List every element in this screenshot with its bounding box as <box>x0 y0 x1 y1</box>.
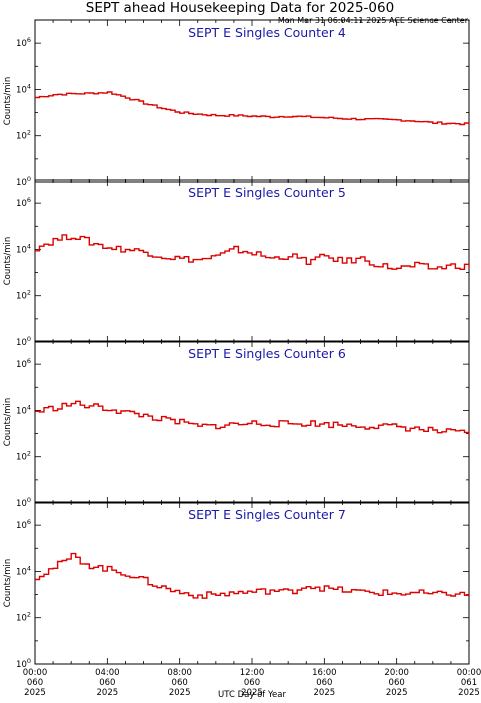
data-series-line <box>35 91 470 126</box>
data-series-line <box>35 400 470 435</box>
y-tick-label: 102 <box>16 450 31 463</box>
x-tick-doy: 061 <box>461 678 477 688</box>
x-tick-time: 12:00 <box>240 668 265 678</box>
panel-4: 100 102 104 106 Counts/min SEPT E Singles Cou… <box>3 501 470 670</box>
x-tick-year: 2025 <box>458 688 480 698</box>
y-tick-label: 106 <box>16 357 31 370</box>
panel-title: SEPT E Singles Counter 7 <box>188 507 346 522</box>
x-tick-time: 04:00 <box>95 668 120 678</box>
x-tick-year: 2025 <box>97 688 119 698</box>
x-tick-time: 08:00 <box>167 668 192 678</box>
y-tick-label: 106 <box>16 518 31 531</box>
y-tick-label: 106 <box>16 36 31 49</box>
figure-title: SEPT ahead Housekeeping Data for 2025-06… <box>86 0 394 16</box>
x-tick-time: 00:00 <box>23 668 48 678</box>
x-tick-doy: 060 <box>244 678 260 688</box>
panel-title: SEPT E Singles Counter 4 <box>188 25 346 40</box>
x-tick-year: 2025 <box>169 688 191 698</box>
data-series-line <box>35 234 470 270</box>
y-tick-label: 102 <box>16 611 31 624</box>
y-axis-label: Counts/min <box>3 77 13 126</box>
y-axis-label: Counts/min <box>3 398 13 447</box>
y-axis-label: Counts/min <box>3 559 13 608</box>
x-axis-label: UTC Day of Year <box>218 690 286 700</box>
y-tick-label: 104 <box>16 403 31 416</box>
panel-title: SEPT E Singles Counter 6 <box>188 346 346 361</box>
panels: 100 102 104 106 Counts/min SEPT E Singles Cou… <box>3 19 481 698</box>
y-tick-label: 102 <box>16 289 31 302</box>
y-tick-label: 100 <box>16 496 31 509</box>
x-tick-doy: 060 <box>389 678 405 688</box>
x-tick-year: 2025 <box>386 688 408 698</box>
x-tick-doy: 060 <box>27 678 43 688</box>
plot-frame <box>34 501 470 665</box>
x-tick-doy: 060 <box>99 678 115 688</box>
y-axis-label: Counts/min <box>3 237 13 286</box>
x-tick-doy: 060 <box>316 678 332 688</box>
plot-frame <box>34 179 470 343</box>
x-tick-year: 2025 <box>314 688 336 698</box>
panel-3: 100 102 104 106 Counts/min SEPT E Singles Cou… <box>3 340 470 509</box>
y-tick-label: 104 <box>16 242 31 255</box>
x-tick-year: 2025 <box>24 688 46 698</box>
y-tick-label: 100 <box>16 335 31 348</box>
x-tick-time: 20:00 <box>384 668 409 678</box>
panel-2: 100 102 104 106 Counts/min SEPT E Singles Cou… <box>3 179 470 348</box>
y-tick-label: 102 <box>16 129 31 142</box>
y-tick-label: 106 <box>16 196 31 209</box>
y-tick-label: 100 <box>16 175 31 188</box>
x-tick-time: 16:00 <box>312 668 337 678</box>
x-tick-time: 00:00 <box>457 668 481 678</box>
panel-1: 100 102 104 106 Counts/min SEPT E Singles Cou… <box>3 19 470 188</box>
panel-title: SEPT E Singles Counter 5 <box>188 185 346 200</box>
x-tick-doy: 060 <box>172 678 188 688</box>
y-tick-label: 104 <box>16 564 31 577</box>
y-tick-label: 100 <box>16 657 31 670</box>
x-tick-year: 2025 <box>241 688 263 698</box>
data-series-line <box>35 552 470 599</box>
plot-frame <box>34 19 470 183</box>
y-tick-label: 104 <box>16 82 31 95</box>
